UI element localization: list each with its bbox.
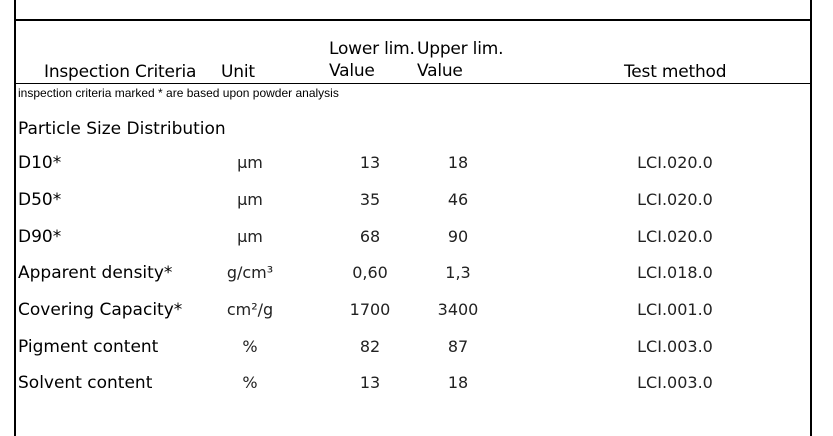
upper-limit-cell: 46 bbox=[447, 190, 469, 209]
header-unit: Unit bbox=[221, 62, 255, 82]
test-method-cell: LCI.020.0 bbox=[637, 227, 713, 246]
unit-cell: % bbox=[242, 373, 258, 392]
table-row: Pigment content % 82 87 LCI.003.0 bbox=[0, 339, 833, 369]
header-lower-limit-line2: Value bbox=[329, 61, 375, 81]
table-left-border bbox=[14, 0, 16, 436]
criteria-name: Solvent content bbox=[18, 373, 153, 393]
header-upper-limit-line2: Value bbox=[417, 61, 463, 81]
lower-limit-cell: 13 bbox=[359, 153, 381, 172]
header-inspection-criteria: Inspection Criteria bbox=[44, 62, 197, 82]
unit-cell: % bbox=[242, 337, 258, 356]
test-method-cell: LCI.003.0 bbox=[637, 373, 713, 392]
lower-limit-cell: 0,60 bbox=[352, 263, 388, 282]
header-upper-limit-line1: Upper lim. bbox=[417, 39, 504, 59]
lower-limit-cell: 68 bbox=[359, 227, 381, 246]
criteria-name: Apparent density* bbox=[18, 263, 173, 283]
unit-cell: g/cm³ bbox=[226, 263, 274, 282]
upper-limit-cell: 18 bbox=[447, 153, 469, 172]
test-method-cell: LCI.020.0 bbox=[637, 190, 713, 209]
table-row: Covering Capacity* cm²/g 1700 3400 LCI.0… bbox=[0, 302, 833, 332]
header-divider bbox=[14, 83, 812, 84]
upper-limit-cell: 87 bbox=[447, 337, 469, 356]
unit-cell: µm bbox=[237, 227, 263, 246]
upper-limit-cell: 18 bbox=[447, 373, 469, 392]
criteria-name: D90* bbox=[18, 227, 62, 247]
test-method-cell: LCI.018.0 bbox=[637, 263, 713, 282]
table-row: Apparent density* g/cm³ 0,60 1,3 LCI.018… bbox=[0, 265, 833, 295]
table-row: D50* µm 35 46 LCI.020.0 bbox=[0, 192, 833, 222]
header-lower-limit-line1: Lower lim. bbox=[329, 39, 415, 59]
lower-limit-cell: 1700 bbox=[349, 300, 391, 319]
criteria-name: Pigment content bbox=[18, 337, 159, 357]
test-method-cell: LCI.003.0 bbox=[637, 337, 713, 356]
upper-limit-cell: 3400 bbox=[437, 300, 479, 319]
table-top-border bbox=[14, 19, 812, 21]
unit-cell: µm bbox=[237, 153, 263, 172]
unit-cell: cm²/g bbox=[226, 300, 274, 319]
test-method-cell: LCI.001.0 bbox=[637, 300, 713, 319]
section-title: Particle Size Distribution bbox=[18, 119, 226, 139]
lower-limit-cell: 35 bbox=[359, 190, 381, 209]
criteria-name: D50* bbox=[18, 190, 62, 210]
criteria-name: D10* bbox=[18, 153, 62, 173]
table-right-border bbox=[810, 0, 812, 436]
test-method-cell: LCI.020.0 bbox=[637, 153, 713, 172]
upper-limit-cell: 1,3 bbox=[445, 263, 471, 282]
unit-cell: µm bbox=[237, 190, 263, 209]
upper-limit-cell: 90 bbox=[447, 227, 469, 246]
criteria-name: Covering Capacity* bbox=[18, 300, 183, 320]
header-test-method: Test method bbox=[624, 62, 727, 82]
table-row: D10* µm 13 18 LCI.020.0 bbox=[0, 155, 833, 185]
lower-limit-cell: 82 bbox=[359, 337, 381, 356]
powder-analysis-note: inspection criteria marked * are based u… bbox=[18, 86, 339, 100]
table-row: D90* µm 68 90 LCI.020.0 bbox=[0, 229, 833, 259]
table-row: Solvent content % 13 18 LCI.003.0 bbox=[0, 375, 833, 405]
lower-limit-cell: 13 bbox=[359, 373, 381, 392]
